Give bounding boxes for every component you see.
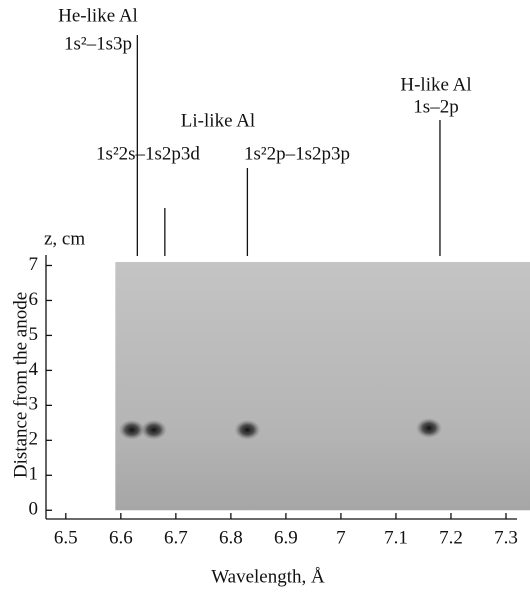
y-tick-label: 1 [29,464,39,485]
y-tick-label: 4 [29,359,39,380]
y-axis-label: Distance from the anode [10,292,31,478]
emission-spot [415,418,442,439]
annotation-label: 1s–2p [413,96,458,117]
emission-spot [234,419,261,440]
y-tick-label: 2 [29,429,39,450]
x-tick-label: 7.1 [384,527,408,548]
group-label: Li-like Al [181,110,255,131]
x-tick-label: 6.9 [274,527,298,548]
x-tick-label: 7.2 [439,527,463,548]
y-tick-label: 7 [29,254,39,275]
annotation-label: 1s²2s–1s2p3d [96,143,200,164]
emission-spot [118,419,145,440]
x-tick-label: 6.8 [219,527,243,548]
annotation-label: 1s²–1s3p [64,33,132,54]
x-tick-label: 6.5 [54,527,78,548]
spectrum-image [115,261,530,511]
y-tick-label: 5 [29,324,39,345]
x-axis-label: Wavelength, Å [211,566,325,587]
x-tick-label: 6.7 [164,527,188,548]
x-tick-label: 6.6 [109,527,133,548]
emission-spot [140,419,167,440]
y-tick-label: 0 [29,499,39,520]
y-unit: z, cm [44,228,85,249]
annotation-label: 1s²2p–1s2p3p [244,143,350,164]
annotation-label: H-like Al [400,74,471,95]
x-tick-label: 7 [336,527,346,548]
y-tick-label: 6 [29,289,39,310]
annotation-label: He-like Al [58,5,138,26]
x-tick-label: 7.3 [494,527,518,548]
y-tick-label: 3 [29,394,39,415]
